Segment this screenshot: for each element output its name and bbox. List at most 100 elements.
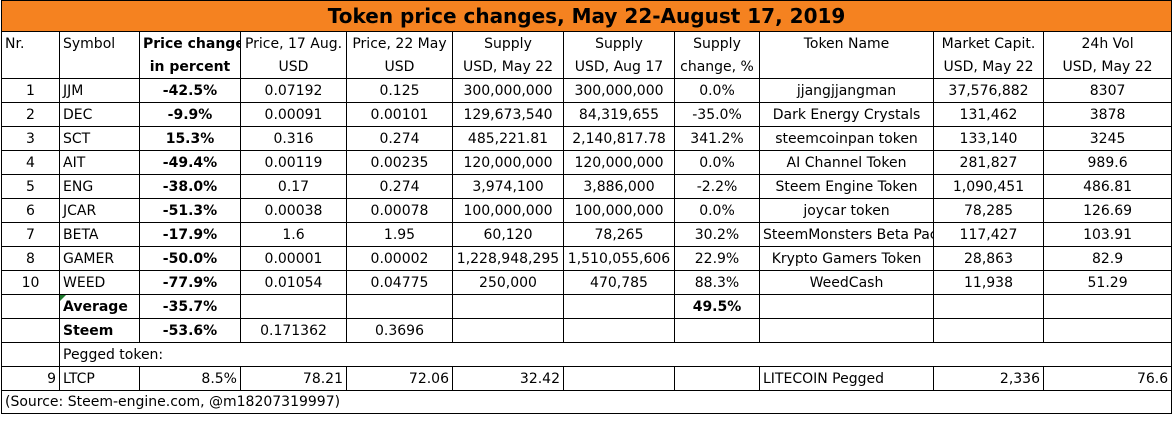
- row-supply-may: 1,228,948,295: [452, 246, 564, 271]
- row-volume: 126.69: [1042, 198, 1172, 223]
- pegged-empty-1: [240, 342, 347, 367]
- header-volume: 24h Vol: [1042, 31, 1172, 55]
- row-supply-may: 250,000: [452, 270, 564, 295]
- row-symbol: ENG: [59, 174, 140, 199]
- pegged-row: 9 LTCP 8.5% 78.21 72.06 32.42 LITECOIN P…: [1, 366, 1172, 391]
- row-supply-aug: 1,510,055,606: [563, 246, 675, 271]
- table-row: 7 BETA -17.9% 1.6 1.95 60,120 78,265 30.2% Steem…: [1, 222, 1172, 247]
- row-supply-change: 30.2%: [674, 222, 760, 247]
- header-price-change-sub: in percent: [139, 55, 241, 79]
- row-token-name: Dark Energy Crystals: [759, 102, 934, 127]
- average-empty-4: [563, 294, 675, 319]
- row-supply-aug: 300,000,000: [563, 78, 675, 103]
- header-nr-sub: [1, 55, 60, 79]
- header-nr: Nr.: [1, 31, 60, 55]
- row-price-change: -17.9%: [139, 222, 241, 247]
- table-row: 3 SCT 15.3% 0.316 0.274 485,221.81 2,140,817.7…: [1, 126, 1172, 151]
- table-row: 6 JCAR -51.3% 0.00038 0.00078 100,000,000 100,…: [1, 198, 1172, 223]
- row-price-aug: 0.316: [240, 126, 347, 151]
- row-nr: 10: [1, 270, 60, 295]
- row-price-aug: 1.6: [240, 222, 347, 247]
- source-note: (Source: Steem-engine.com, @m18207319997…: [0, 390, 1172, 414]
- average-empty-7: [1042, 294, 1172, 319]
- row-supply-aug: 470,785: [563, 270, 675, 295]
- pegged-empty-5: [674, 342, 760, 367]
- average-empty-6: [933, 294, 1044, 319]
- header-symbol: Symbol: [59, 31, 140, 55]
- row-price-change: -50.0%: [139, 246, 241, 271]
- row-supply-change: -2.2%: [674, 174, 760, 199]
- average-empty-5: [759, 294, 934, 319]
- table-row: 2 DEC -9.9% 0.00091 0.00101 129,673,540 84,319…: [1, 102, 1172, 127]
- average-empty-3: [452, 294, 564, 319]
- pegged-symbol: LTCP: [59, 366, 140, 391]
- average-empty-1: [240, 294, 347, 319]
- title-row: Token price changes, May 22-August 17, 2…: [0, 0, 1172, 32]
- table-row: 4 AIT -49.4% 0.00119 0.00235 120,000,000 120,0…: [1, 150, 1172, 175]
- row-market-cap: 133,140: [933, 126, 1044, 151]
- row-volume: 989.6: [1042, 150, 1172, 175]
- header-supply-may: Supply: [452, 31, 564, 55]
- header-symbol-sub: [59, 55, 140, 79]
- pegged-supply-may: 32.42: [452, 366, 564, 391]
- row-price-change: -42.5%: [139, 78, 241, 103]
- pegged-token-name: LITECOIN Pegged: [759, 366, 934, 391]
- row-price-aug: 0.00038: [240, 198, 347, 223]
- pegged-empty-3: [452, 342, 564, 367]
- header-price-aug: Price, 17 Aug.: [240, 31, 347, 55]
- row-market-cap: 1,090,451: [933, 174, 1044, 199]
- row-supply-change: 88.3%: [674, 270, 760, 295]
- pegged-price-change: 8.5%: [139, 366, 241, 391]
- average-price-change: -35.7%: [139, 294, 241, 319]
- pegged-nr: 9: [1, 366, 60, 391]
- header-token-name: Token Name: [759, 31, 934, 55]
- pegged-empty-2: [346, 342, 453, 367]
- row-price-may: 0.00235: [346, 150, 453, 175]
- row-symbol: JCAR: [59, 198, 140, 223]
- token-price-table: Token price changes, May 22-August 17, 2…: [0, 0, 1172, 414]
- steem-price-change: -53.6%: [139, 318, 241, 343]
- row-price-change: -49.4%: [139, 150, 241, 175]
- pegged-empty-6: [759, 342, 934, 367]
- pegged-empty-4: [563, 342, 675, 367]
- row-nr: 4: [1, 150, 60, 175]
- pegged-price-may: 72.06: [346, 366, 453, 391]
- pegged-price-aug: 78.21: [240, 366, 347, 391]
- row-price-aug: 0.01054: [240, 270, 347, 295]
- table-row: 5 ENG -38.0% 0.17 0.274 3,974,100 3,886,000 -2.…: [1, 174, 1172, 199]
- steem-empty-6: [1042, 318, 1172, 343]
- pegged-volume: 76.6: [1042, 366, 1172, 391]
- row-supply-may: 100,000,000: [452, 198, 564, 223]
- header-volume-sub: USD, May 22: [1042, 55, 1172, 79]
- row-market-cap: 28,863: [933, 246, 1044, 271]
- row-supply-change: 341.2%: [674, 126, 760, 151]
- steem-empty-1: [452, 318, 564, 343]
- row-market-cap: 281,827: [933, 150, 1044, 175]
- row-price-change: -38.0%: [139, 174, 241, 199]
- row-price-aug: 0.07192: [240, 78, 347, 103]
- row-symbol: AIT: [59, 150, 140, 175]
- row-supply-may: 129,673,540: [452, 102, 564, 127]
- row-symbol: DEC: [59, 102, 140, 127]
- row-supply-change: 0.0%: [674, 198, 760, 223]
- steem-label: Steem: [59, 318, 140, 343]
- row-price-change: -9.9%: [139, 102, 241, 127]
- average-nr-cell: [1, 294, 60, 319]
- row-volume: 51.29: [1042, 270, 1172, 295]
- table-title: Token price changes, May 22-August 17, 2…: [0, 0, 1172, 32]
- header-market-cap: Market Capit.: [933, 31, 1044, 55]
- row-supply-may: 485,221.81: [452, 126, 564, 151]
- table-row: 8 GAMER -50.0% 0.00001 0.00002 1,228,948,295 1…: [1, 246, 1172, 271]
- steem-nr-cell: [1, 318, 60, 343]
- row-supply-may: 120,000,000: [452, 150, 564, 175]
- row-price-may: 0.125: [346, 78, 453, 103]
- row-volume: 8307: [1042, 78, 1172, 103]
- row-market-cap: 37,576,882: [933, 78, 1044, 103]
- row-supply-aug: 3,886,000: [563, 174, 675, 199]
- row-price-aug: 0.00119: [240, 150, 347, 175]
- row-price-may: 0.274: [346, 126, 453, 151]
- row-token-name: SteemMonsters Beta Pack: [759, 222, 934, 247]
- pegged-label-row: Pegged token:: [1, 342, 1172, 367]
- pegged-empty-b: [674, 366, 760, 391]
- steem-price-may: 0.3696: [346, 318, 453, 343]
